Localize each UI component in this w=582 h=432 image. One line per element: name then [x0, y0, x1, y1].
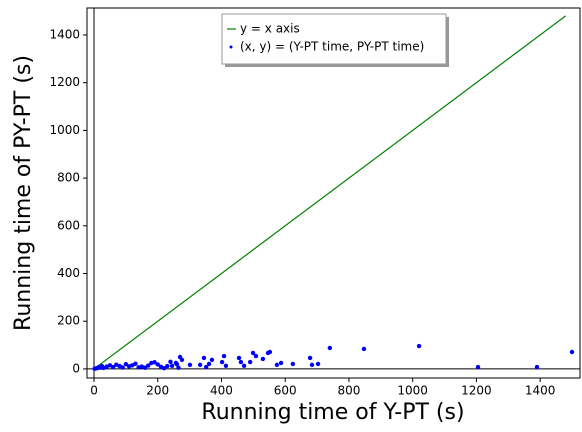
point: [169, 363, 175, 369]
point: [236, 355, 242, 361]
point: [475, 364, 481, 370]
y-tick-label: 1400: [49, 27, 80, 41]
legend-label: (x, y) = (Y-PT time, PY-PT time): [240, 40, 424, 54]
point: [174, 361, 180, 367]
point: [361, 346, 367, 352]
y-tick-label: 0: [72, 361, 80, 375]
point: [168, 359, 173, 364]
point: [221, 353, 227, 359]
point: [238, 359, 244, 365]
point: [309, 362, 315, 368]
point: [267, 349, 273, 355]
point: [206, 361, 212, 367]
point: [315, 361, 321, 367]
point: [569, 349, 575, 355]
y-axis-label: Running time of PY-PT (s): [11, 55, 36, 331]
x-tick-label: 800: [338, 384, 361, 398]
point: [126, 364, 132, 369]
legend-label: y = x axis: [240, 22, 300, 36]
y-tick-label: 800: [57, 171, 80, 185]
point: [197, 362, 203, 368]
point: [209, 357, 215, 363]
point: [327, 345, 333, 351]
point: [107, 363, 113, 368]
point: [274, 362, 280, 368]
point: [155, 362, 160, 367]
point: [136, 365, 141, 370]
point: [161, 366, 167, 371]
point: [114, 362, 119, 367]
point: [253, 353, 259, 359]
point: [99, 363, 105, 369]
y-tick-label: 1000: [49, 123, 80, 137]
point: [534, 364, 540, 370]
point: [201, 355, 207, 361]
point: [219, 359, 225, 365]
point: [176, 365, 181, 370]
point: [165, 363, 170, 369]
point: [133, 361, 138, 366]
x-tick-label: 400: [210, 384, 233, 398]
legend-marker: [229, 45, 233, 49]
x-tick-label: 1000: [397, 384, 428, 398]
point: [120, 365, 125, 370]
x-tick-label: 1200: [461, 384, 492, 398]
y-tick-label: 200: [57, 314, 80, 328]
y-tick-label: 600: [57, 218, 80, 232]
line: [93, 15, 567, 370]
point: [260, 356, 266, 362]
point: [177, 354, 183, 360]
point: [187, 362, 193, 368]
y-tick-label: 1200: [49, 75, 80, 89]
point: [307, 355, 313, 361]
y-tick-label: 400: [57, 266, 80, 280]
point: [223, 363, 229, 369]
x-tick-label: 1400: [525, 384, 556, 398]
point: [145, 363, 151, 368]
point: [123, 361, 129, 367]
legend-box: [221, 13, 447, 65]
point: [142, 365, 148, 370]
point: [203, 364, 209, 370]
point: [92, 366, 97, 371]
point: [247, 359, 253, 365]
x-axis-label: Running time of Y-PT (s): [201, 400, 464, 425]
point: [290, 361, 296, 367]
point: [250, 350, 256, 356]
point: [416, 343, 422, 349]
x-tick-label: 0: [90, 384, 98, 398]
point: [152, 360, 157, 365]
plot-frame: [86, 7, 581, 379]
point: [278, 360, 284, 366]
point: [241, 363, 247, 369]
x-tick-label: 600: [274, 384, 297, 398]
x-tick-label: 200: [146, 384, 169, 398]
